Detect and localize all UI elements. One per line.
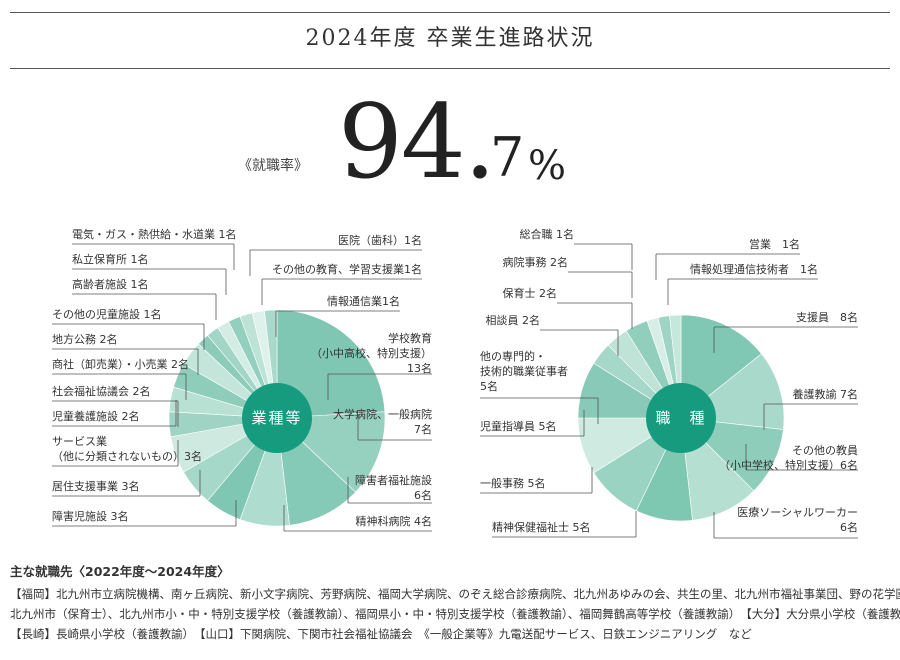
data-label: 保育士 2名: [503, 286, 558, 300]
data-label: 病院事務 2名: [503, 255, 569, 269]
footer-line: 【長崎】長崎県小学校（養護教諭） 【山口】下関病院、下関市社会福祉協議会 《一般…: [10, 627, 752, 641]
pie-chart-2: 職 種: [577, 314, 785, 522]
industry-label: 地方公務 2名: [52, 332, 199, 375]
data-label: サービス業: [52, 435, 107, 448]
pie-center: [646, 383, 716, 453]
data-label: 電気・ガス・熱供給・水道業 1名: [72, 227, 237, 241]
data-label: 情報処理通信技術者 1名: [690, 262, 818, 276]
job-label: 総合職 1名: [520, 227, 633, 270]
job-label: 精神保健福祉士 5名: [492, 511, 637, 538]
data-label: 情報通信業1名: [327, 294, 400, 308]
page-title: 2024年度 卒業生進路状況: [305, 26, 595, 51]
pie-center: [242, 383, 312, 453]
data-label: 支援員 8名: [796, 310, 858, 324]
data-label: 7名: [414, 422, 432, 436]
data-label: 精神科病院 4名: [356, 514, 433, 528]
industry-label: 社会福祉協議会 2名: [52, 384, 179, 427]
industry-label: 情報通信業1名: [275, 294, 400, 337]
job-label: 相談員 2名: [486, 313, 619, 356]
industry-label: 障害児施設 3名: [52, 500, 237, 527]
data-label: （小中学校、特別支援）6名: [719, 458, 858, 472]
industry-label: 私立保育所 1名: [72, 252, 227, 295]
data-label: 6名: [840, 520, 858, 534]
footer-title: 主な就職先〈2022年度～2024年度〉: [10, 564, 230, 579]
data-label: 社会福祉協議会 2名: [52, 384, 151, 398]
data-label: 医療ソーシャルワーカー: [737, 505, 858, 519]
data-label: 居住支援事業 3名: [52, 479, 140, 493]
data-label: 障害児施設 3名: [52, 509, 129, 523]
industry-label: サービス業（他に分類されないもの）3名: [52, 435, 202, 467]
data-label: （他に分類されないもの）3名: [52, 449, 202, 463]
job-label: 営業 1名: [655, 237, 800, 280]
data-label: 地方公務 2名: [52, 332, 118, 346]
footer-line: 【福岡】北九州市立病院機構、南ヶ丘病院、新小文字病院、芳野病院、福岡大学病院、の…: [10, 587, 900, 601]
pie-charts: 業種等職 種電気・ガス・熱供給・水道業 1名私立保育所 1名高齢者施設 1名その…: [52, 227, 859, 539]
data-label: 商社（卸売業）・小売業 2名: [52, 357, 189, 371]
job-label: 一般事務 5名: [480, 467, 593, 494]
industry-label: その他の教育、学習支援業1名: [261, 262, 422, 305]
data-label: その他の児童施設 1名: [52, 307, 162, 321]
industry-label: 居住支援事業 3名: [52, 470, 201, 497]
data-label: 私立保育所 1名: [72, 252, 149, 266]
industry-label: 電気・ガス・熱供給・水道業 1名: [72, 227, 237, 270]
job-label: 児童指導員 5名: [480, 410, 585, 437]
top-rule: [10, 12, 890, 13]
data-label: 児童指導員 5名: [480, 419, 557, 433]
data-label: 5名: [480, 379, 498, 393]
data-label: 医院（歯科）1名: [338, 233, 422, 247]
data-label: 13名: [407, 361, 432, 375]
employment-rate-label: 《就職率》: [238, 158, 308, 174]
industry-label: 商社（卸売業）・小売業 2名: [52, 357, 189, 400]
data-label: その他の教員: [792, 444, 858, 457]
industry-label: 学校教育（小中高校、特別支援）13名: [311, 331, 432, 400]
job-label: 保育士 2名: [503, 286, 633, 329]
data-label: 技術的職業従事者: [480, 364, 568, 378]
footer: 主な就職先〈2022年度～2024年度〉 【福岡】北九州市立病院機構、南ヶ丘病院…: [10, 562, 900, 644]
industry-label: 精神科病院 4名: [283, 505, 433, 532]
job-label: 情報処理通信技術者 1名: [667, 262, 818, 305]
data-label: 相談員 2名: [486, 313, 541, 327]
industry-label: 高齢者施設 1名: [72, 277, 217, 320]
industry-label: 医院（歯科）1名: [249, 233, 422, 276]
data-label: 他の専門的・: [480, 349, 546, 363]
data-label: 高齢者施設 1名: [72, 277, 149, 291]
footer-line: 北九州市（保育士）、北九州市小・中・特別支援学校（養護教諭）、福岡県小・中・特別…: [10, 607, 900, 621]
industry-label: 児童養護施設 2名: [52, 400, 177, 427]
data-label: 養護教諭 7名: [793, 387, 859, 401]
data-label: 学校教育: [388, 331, 432, 345]
employment-rate-decimal: 7: [490, 126, 525, 189]
job-label: 病院事務 2名: [503, 255, 633, 298]
data-label: （小中高校、特別支援）: [311, 346, 432, 360]
data-label: 児童養護施設 2名: [52, 409, 140, 423]
data-label: その他の教育、学習支援業1名: [272, 262, 422, 276]
data-label: 障害者福祉施設: [355, 473, 432, 487]
data-label: 6名: [414, 488, 432, 502]
pie-center-label: 職 種: [655, 409, 706, 427]
title-rule: [10, 68, 890, 69]
employment-rate-integer: 94.: [338, 83, 496, 202]
job-label: 支援員 8名: [713, 310, 858, 353]
data-label: 精神保健福祉士 5名: [492, 520, 591, 534]
job-label: その他の教員（小中学校、特別支援）6名: [719, 444, 858, 472]
employment-rate-unit: %: [528, 143, 567, 189]
industry-label: その他の児童施設 1名: [52, 307, 205, 350]
data-label: 総合職 1名: [520, 227, 575, 241]
pie-center-label: 業種等: [251, 409, 302, 427]
data-label: 営業 1名: [749, 237, 800, 251]
data-label: 一般事務 5名: [480, 476, 546, 490]
data-label: 大学病院、一般病院: [333, 407, 432, 421]
job-label: 養護教諭 7名: [763, 387, 859, 430]
